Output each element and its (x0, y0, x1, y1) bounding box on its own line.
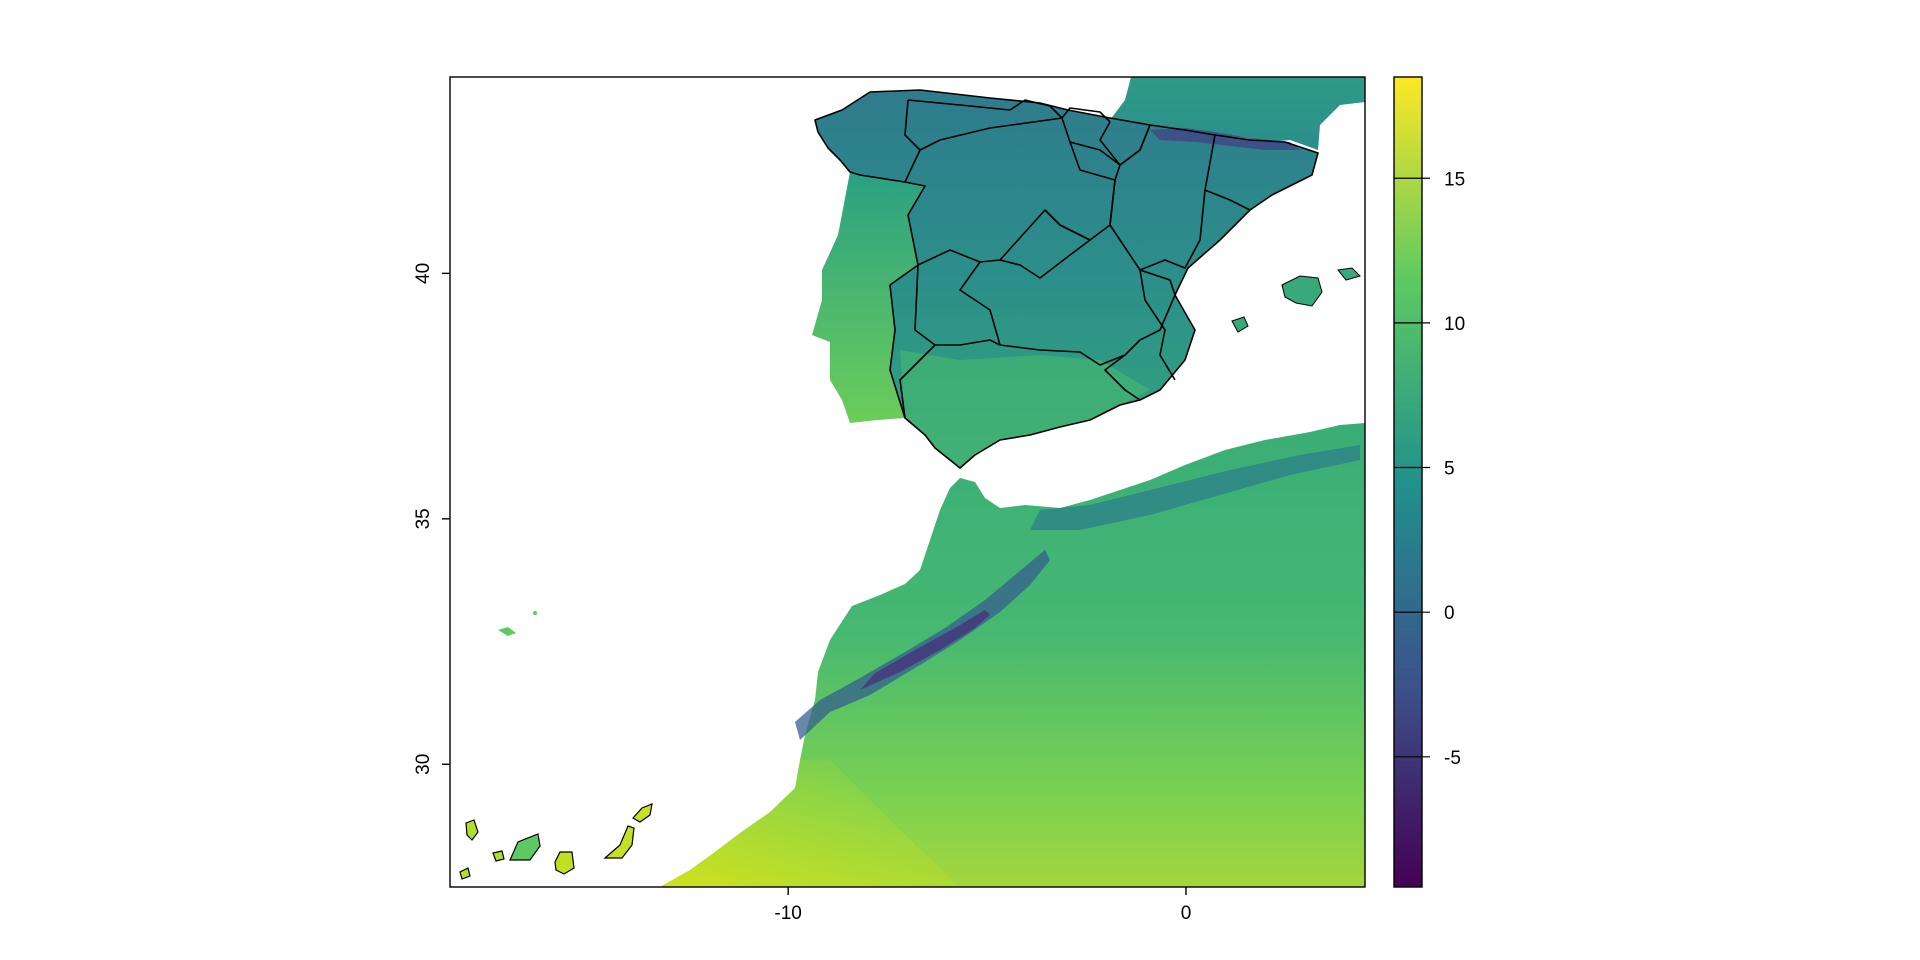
land-menorca (1337, 267, 1361, 281)
land-portugal (812, 172, 925, 423)
land-tenerife (509, 833, 541, 861)
border-madrid (999, 209, 1091, 279)
plot-frame (449, 76, 1366, 888)
land-la-gomera (492, 850, 505, 862)
land-pyrenees (1150, 128, 1300, 150)
border-galicia (904, 99, 921, 183)
land-rif-ridge (1030, 445, 1360, 530)
border-catalonia (1204, 189, 1251, 211)
land-fuerteventura (603, 825, 635, 859)
legend-tick-label: 10 (1444, 314, 1465, 335)
land-coast-warm (660, 760, 960, 887)
land-la-palma (465, 819, 479, 841)
y-tick-label: 30 (413, 754, 434, 775)
y-tick-label: 40 (413, 263, 434, 284)
border-valencia (1139, 269, 1176, 381)
land-el-hierro (459, 867, 471, 880)
color-legend: -5 0 5 10 15 (1393, 76, 1465, 888)
border-cantabria (1009, 99, 1063, 119)
x-tick-label: 0 (1181, 903, 1192, 924)
land-porto-santo (533, 611, 537, 615)
legend-tick-label: -5 (1444, 748, 1461, 769)
border-asturias (907, 99, 1011, 111)
land-mallorca (1281, 275, 1323, 307)
land-madeira (498, 627, 516, 636)
land-atlas-ridge (795, 550, 1050, 740)
border-la-rioja (1069, 141, 1121, 166)
border-castilla-mancha (959, 261, 1176, 366)
border-murcia (1104, 354, 1141, 401)
land-lanzarote (632, 803, 653, 823)
land-andalusia-warm (900, 350, 1150, 468)
x-axis: -10 0 (774, 887, 1191, 924)
land-ibiza (1231, 316, 1249, 333)
land-atlas-ridge-core (860, 610, 990, 690)
land-france (1110, 77, 1365, 150)
border-andalusia (899, 344, 936, 419)
temperature-raster (459, 77, 1365, 887)
y-axis: 30 35 40 (413, 263, 450, 775)
legend-tick-label: 5 (1444, 459, 1455, 480)
legend-ticks: -5 0 5 10 15 (1394, 169, 1465, 769)
legend-tick-label: 15 (1444, 169, 1465, 190)
border-extremadura (914, 264, 1001, 346)
y-tick-label: 35 (413, 508, 434, 529)
legend-colorbar (1393, 76, 1423, 888)
region-borders (814, 89, 1319, 469)
legend-tick-label: 0 (1444, 603, 1455, 624)
border-basque (1061, 107, 1111, 123)
land-gran-canaria (554, 851, 575, 875)
x-tick-label: -10 (774, 903, 801, 924)
